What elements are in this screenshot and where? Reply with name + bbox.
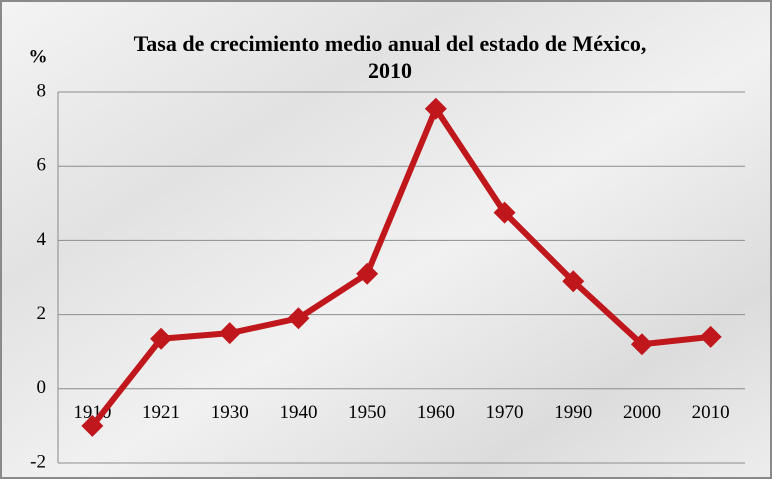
data-line — [89, 105, 711, 428]
x-tick-label: 1940 — [279, 402, 317, 423]
y-tick-label: 6 — [37, 155, 47, 176]
data-point — [287, 307, 310, 330]
data-point — [150, 327, 173, 350]
x-tick-label: 2010 — [692, 402, 730, 423]
x-tick-label: 2000 — [623, 402, 661, 423]
y-axis-label: % — [29, 46, 48, 67]
data-point — [81, 414, 104, 437]
y-tick-label: 4 — [37, 229, 47, 250]
data-point — [424, 97, 447, 120]
data-point — [493, 201, 516, 224]
x-tick-label: 1960 — [417, 402, 455, 423]
data-point — [630, 333, 653, 356]
y-tick-label: 2 — [37, 303, 47, 324]
data-point — [562, 270, 585, 293]
data-point — [356, 262, 379, 285]
x-tick-label: 1950 — [348, 402, 386, 423]
y-tick-label: 8 — [37, 80, 47, 101]
data-point — [699, 325, 722, 348]
data-point — [218, 322, 241, 345]
x-tick-label: 1921 — [142, 402, 180, 423]
y-tick-label: 0 — [37, 377, 47, 398]
x-tick-label: 1990 — [554, 402, 592, 423]
chart-title: Tasa de crecimiento medio anual del esta… — [133, 31, 647, 83]
x-tick-label: 1970 — [486, 402, 524, 423]
y-tick-label: -2 — [30, 451, 46, 472]
x-tick-label: 1930 — [211, 402, 249, 423]
